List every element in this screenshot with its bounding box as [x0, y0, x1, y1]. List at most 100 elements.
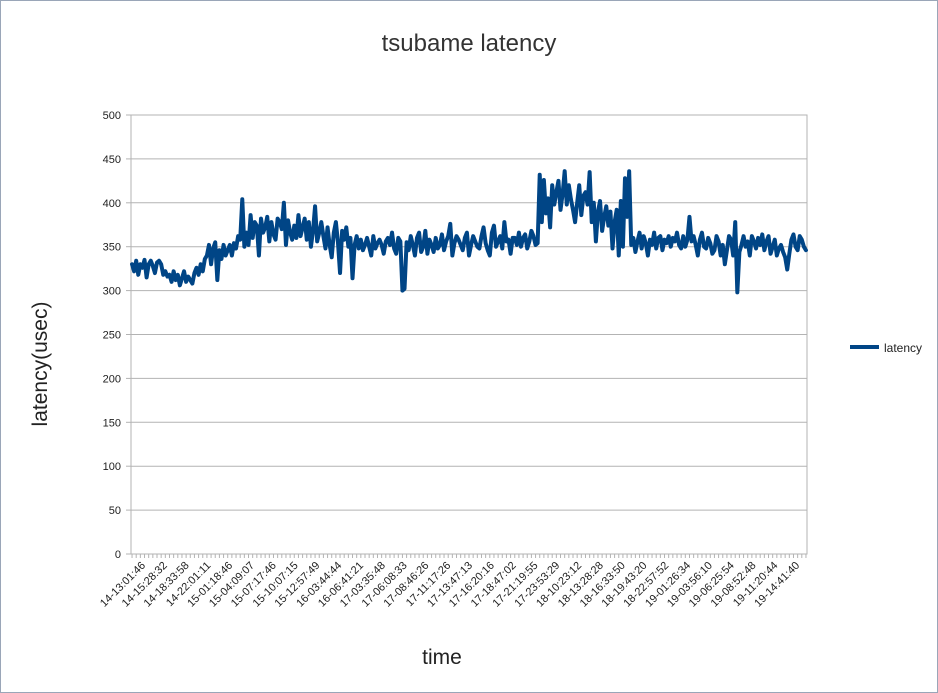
data-point [626, 216, 628, 218]
data-point [308, 221, 310, 223]
data-point [476, 246, 478, 248]
data-point [170, 281, 173, 283]
data-point [609, 210, 612, 213]
data-point [468, 254, 470, 257]
data-point [797, 249, 799, 251]
data-point [179, 284, 181, 286]
data-point [514, 237, 516, 239]
data-point [252, 237, 254, 239]
data-point [564, 170, 566, 172]
data-point [530, 230, 533, 232]
data-point [254, 221, 256, 223]
data-point [231, 254, 233, 257]
data-point [643, 235, 645, 237]
data-point [614, 221, 616, 223]
data-point [279, 221, 281, 223]
data-point [331, 256, 333, 258]
data-point [462, 249, 464, 251]
data-point [738, 251, 741, 253]
data-point [185, 281, 187, 283]
data-point [522, 237, 524, 239]
data-point [489, 254, 491, 257]
data-point [759, 244, 761, 246]
data-point [622, 246, 624, 248]
data-point [620, 200, 622, 202]
data-point [210, 263, 212, 265]
data-point [439, 244, 441, 246]
data-point [154, 272, 156, 274]
data-point [183, 270, 185, 272]
data-point [747, 240, 749, 243]
data-point [505, 240, 508, 243]
data-point [247, 244, 250, 246]
data-point [383, 253, 385, 255]
data-point [314, 205, 316, 207]
data-point [437, 247, 439, 250]
data-point [297, 214, 300, 216]
data-point [701, 232, 703, 234]
data-point [250, 214, 252, 216]
data-point [605, 205, 607, 207]
data-point [790, 239, 793, 241]
data-point [406, 241, 408, 243]
data-point [697, 254, 699, 257]
data-point [445, 240, 447, 243]
data-point [524, 233, 526, 236]
data-point [366, 237, 368, 239]
data-point [603, 216, 605, 218]
data-point [393, 247, 395, 250]
data-point [611, 247, 614, 250]
data-point [177, 274, 179, 276]
data-point [414, 254, 416, 257]
data-point [753, 240, 755, 243]
data-point [354, 244, 356, 246]
data-point [495, 246, 497, 248]
data-point [422, 246, 424, 248]
data-point [387, 237, 389, 239]
data-point [545, 212, 547, 214]
data-point [435, 237, 437, 239]
data-point [618, 254, 620, 257]
data-point [745, 246, 747, 248]
data-point [150, 260, 152, 262]
data-point [291, 239, 293, 241]
data-point [507, 239, 510, 241]
data-point [233, 242, 235, 244]
data-point [503, 221, 505, 223]
data-point [668, 235, 670, 237]
data-point [376, 242, 379, 244]
data-point [156, 261, 158, 264]
data-point [397, 237, 399, 239]
data-point [770, 253, 772, 255]
data-point [572, 209, 574, 211]
data-point [516, 244, 518, 246]
data-point [193, 272, 196, 274]
y-tick-label: 300 [103, 286, 121, 298]
data-point [333, 232, 335, 234]
data-point [451, 254, 453, 257]
data-point [616, 209, 618, 211]
data-point [693, 235, 695, 237]
data-point [239, 239, 241, 241]
data-point [181, 277, 183, 279]
data-point [229, 244, 231, 246]
data-point [272, 233, 275, 236]
data-point [349, 237, 352, 239]
data-point [788, 253, 790, 255]
data-point [555, 191, 557, 193]
data-point [574, 221, 576, 223]
data-point [491, 232, 493, 234]
data-point [599, 200, 601, 202]
data-point [277, 218, 279, 220]
data-point [499, 235, 501, 237]
data-point [661, 249, 664, 251]
data-point [351, 277, 354, 279]
data-point [335, 221, 337, 223]
data-point [651, 244, 653, 246]
data-point [260, 218, 262, 220]
data-point [416, 237, 418, 239]
data-point [420, 251, 422, 253]
data-point [395, 253, 397, 255]
data-point [304, 218, 306, 220]
data-point [243, 246, 245, 248]
